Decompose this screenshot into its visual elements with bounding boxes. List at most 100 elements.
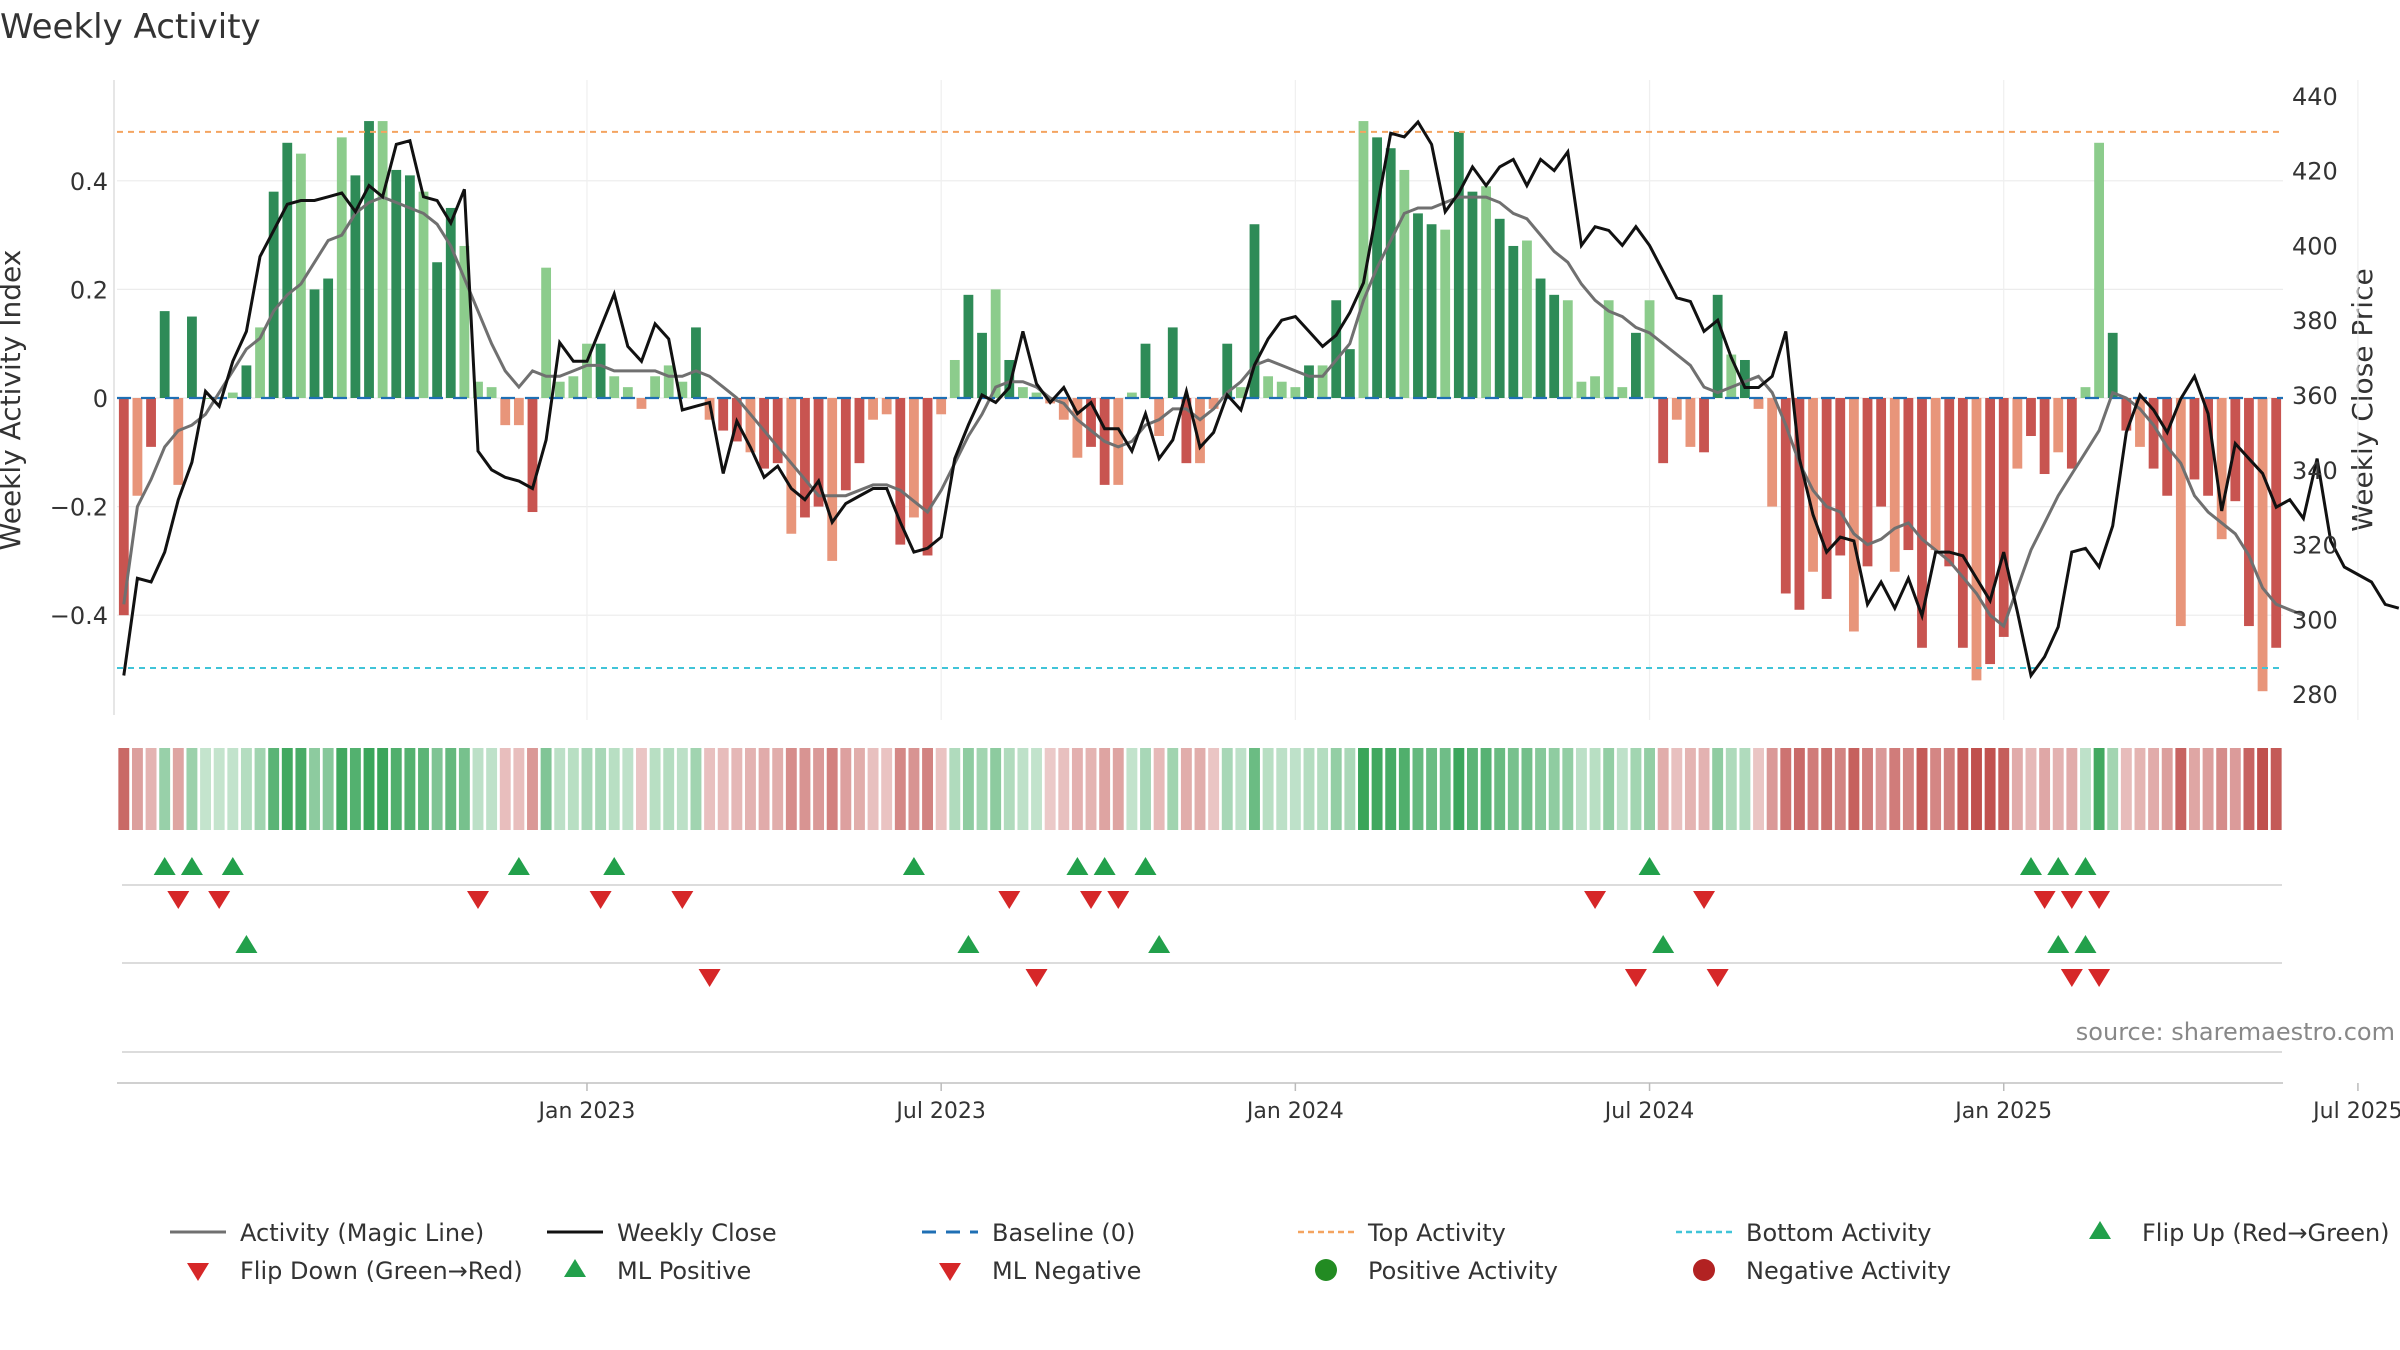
activity-bar <box>336 137 347 399</box>
x-axis: Jan 2023 Jul 2023 Jan 2024 Jul 2024 Jan 2025… <box>117 1082 2400 1124</box>
heat-strip-cell <box>704 748 716 830</box>
heat-strip-cell <box>881 748 893 830</box>
activity-bar <box>1508 245 1519 398</box>
heat-strip-cell <box>2161 748 2173 830</box>
heat-strip-cell <box>1971 748 1982 830</box>
activity-bar <box>2271 398 2282 648</box>
heat-strip-cell <box>595 748 607 830</box>
heat-strip-cell <box>527 748 538 830</box>
series-lines <box>122 119 2400 680</box>
heat-strip-cell <box>268 748 280 830</box>
activity-bar <box>1385 148 1396 398</box>
activity-bar <box>1195 398 1205 464</box>
heat-strip-cell <box>2175 748 2187 830</box>
activity-bar <box>2094 142 2104 398</box>
heat-strip-cell <box>1303 748 1315 830</box>
flip-down-marker <box>467 891 489 909</box>
activity-bar <box>1453 131 1464 398</box>
heat-strip-cell <box>990 748 1002 830</box>
activity-bar <box>1331 300 1342 398</box>
activity-bar <box>187 316 197 398</box>
activity-bar <box>718 398 729 431</box>
heat-strip-cell <box>1085 748 1097 830</box>
heat-strip-cell <box>1358 748 1369 830</box>
activity-bar <box>2175 398 2186 627</box>
activity-bar <box>1426 224 1437 398</box>
activity-bar <box>582 343 592 398</box>
activity-bar <box>609 376 620 398</box>
heat-strip-cell <box>349 748 361 830</box>
heat-strip-cell <box>1575 748 1587 830</box>
activity-bar <box>650 376 660 398</box>
heat-strip-cell <box>159 748 171 830</box>
heat-strip-cell <box>295 748 307 830</box>
flip-up-marker <box>180 857 203 875</box>
activity-bar <box>745 398 756 453</box>
heat-strip-cell <box>254 748 266 830</box>
left-tick-label: −0.2 <box>50 494 108 522</box>
activity-bar <box>949 359 960 398</box>
heat-strip-cell <box>322 748 334 830</box>
heat-strip-cell <box>1916 748 1928 830</box>
heat-strip-cell <box>1930 748 1942 830</box>
heat-strip-cell <box>1167 748 1179 830</box>
heat-strip-cell <box>1235 748 1247 830</box>
activity-bar <box>227 392 238 398</box>
heat-strip-cell <box>2011 748 2023 830</box>
activity-bar <box>500 398 511 426</box>
legend-label: Flip Down (Green→Red) <box>240 1257 523 1285</box>
activity-bar <box>309 289 320 398</box>
activity-bar <box>1440 229 1451 398</box>
activity-bar <box>1835 398 1846 556</box>
activity-bar <box>1481 186 1491 398</box>
heat-strip-cell <box>377 748 389 830</box>
flip-up-marker <box>1093 857 1116 875</box>
heat-strip-cell <box>418 748 429 830</box>
activity-bar <box>1917 398 1927 648</box>
heat-strip-cell <box>499 748 511 830</box>
heat-strip-cell <box>935 748 947 830</box>
legend-swatch-negative-activity <box>1693 1259 1715 1281</box>
activity-bar <box>1971 398 1982 681</box>
activity-bar <box>146 398 156 447</box>
activity-bar <box>2148 398 2159 469</box>
heat-strip-cell <box>2066 748 2078 830</box>
activity-bar <box>2080 387 2091 398</box>
flip-down-marker <box>208 891 231 909</box>
activity-bar <box>759 398 769 469</box>
heat-strip-cell <box>1821 748 1833 830</box>
flip-down-marker <box>998 891 1021 909</box>
x-tick-label: Jul 2025 <box>2311 1099 2400 1124</box>
heat-strip-cell <box>1807 748 1819 830</box>
x-tick-label: Jan 2025 <box>1953 1099 2052 1124</box>
activity-bar <box>1753 398 1764 409</box>
left-tick-label: 0.4 <box>70 168 108 196</box>
activity-bar <box>554 381 565 398</box>
activity-bar <box>445 207 456 398</box>
heat-strip-cell <box>1208 748 1220 830</box>
activity-bar <box>1930 398 1941 551</box>
activity-bar <box>990 289 1001 398</box>
ml-negative-marker <box>1025 969 1048 987</box>
flip-up-marker <box>1066 857 1089 875</box>
heat-strip-cell <box>1889 748 1901 830</box>
heat-strip-cell <box>1684 748 1696 830</box>
right-tick-label: 440 <box>2292 83 2338 111</box>
heat-strip-cell <box>813 748 825 830</box>
activity-bar <box>1685 398 1696 447</box>
activity-bar <box>2053 398 2064 453</box>
activity-bar <box>2189 398 2200 480</box>
heat-strip-cell <box>894 748 906 830</box>
heat-strip-cell <box>717 748 729 830</box>
flip-down-marker <box>1693 891 1716 909</box>
ml-positive-marker <box>2047 935 2070 953</box>
legend-label: Activity (Magic Line) <box>240 1219 484 1247</box>
activity-bar <box>1358 121 1369 398</box>
activity-bar <box>459 245 470 398</box>
activity-bar <box>868 398 878 420</box>
heat-strip-cell <box>867 748 879 830</box>
heat-strip-cell <box>976 748 988 830</box>
heat-strip-cell <box>486 748 498 830</box>
heat-strip-cell <box>1521 748 1533 830</box>
heat-strip-cell <box>2229 748 2241 830</box>
